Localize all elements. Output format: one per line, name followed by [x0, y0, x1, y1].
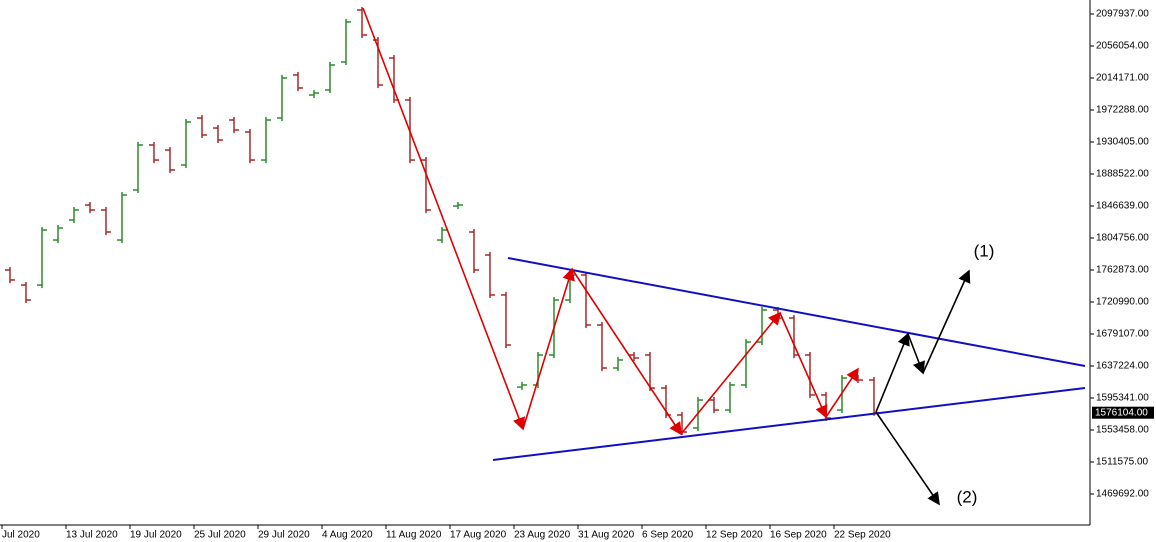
- y-tick-label: 1553458.00: [1096, 425, 1149, 436]
- y-tick-label: 1720990.00: [1096, 297, 1149, 308]
- y-tick-label: 1888522.00: [1096, 169, 1149, 180]
- x-tick-label: 29 Jul 2020: [258, 530, 310, 541]
- scenario-label: (2): [957, 487, 978, 506]
- upper-trendline: [507, 257, 1086, 367]
- y-tick-label: 1469692.00: [1096, 489, 1149, 500]
- price-bars: [5, 6, 879, 436]
- x-tick-label: 12 Sep 2020: [706, 530, 763, 541]
- x-tick-label: 22 Sep 2020: [834, 530, 891, 541]
- x-tick-label: 25 Jul 2020: [194, 530, 246, 541]
- x-tick-label: 6 Sep 2020: [642, 530, 694, 541]
- wave-arrows: [362, 7, 859, 436]
- y-tick-label: 2056054.00: [1096, 41, 1149, 52]
- x-tick-label: 16 Sep 2020: [770, 530, 827, 541]
- y-tick-label: 1637224.00: [1096, 361, 1149, 372]
- x-tick-label: 23 Aug 2020: [514, 530, 571, 541]
- current-price-label: 1576104.00: [1095, 407, 1148, 418]
- current-price-box: [1092, 406, 1154, 419]
- y-tick-label: 1511575.00: [1096, 457, 1149, 468]
- scenario-arrows: [875, 269, 971, 506]
- y-tick-label: 2097937.00: [1096, 9, 1149, 20]
- y-tick-label: 1595341.00: [1096, 393, 1149, 404]
- x-tick-label: 11 Aug 2020: [386, 530, 442, 541]
- x-tick-label: 17 Aug 2020: [450, 530, 507, 541]
- x-tick-label: 31 Aug 2020: [578, 530, 635, 541]
- x-tick-label: 13 Jul 2020: [66, 530, 118, 541]
- lower-trendline: [492, 387, 1086, 461]
- y-tick-label: 1679107.00: [1096, 329, 1149, 340]
- x-tick-label: Jul 2020: [2, 530, 40, 541]
- y-tick-label: 2014171.00: [1096, 73, 1149, 84]
- y-tick-label: 1972288.00: [1096, 105, 1149, 116]
- x-tick-label: 4 Aug 2020: [322, 530, 373, 541]
- y-tick-label: 1846639.00: [1096, 201, 1149, 212]
- y-tick-label: 1762873.00: [1096, 265, 1149, 276]
- scenario-label: (1): [974, 241, 995, 260]
- y-tick-label: 1930405.00: [1096, 137, 1149, 148]
- y-tick-label: 1804756.00: [1096, 233, 1149, 244]
- x-tick-label: 19 Jul 2020: [130, 530, 182, 541]
